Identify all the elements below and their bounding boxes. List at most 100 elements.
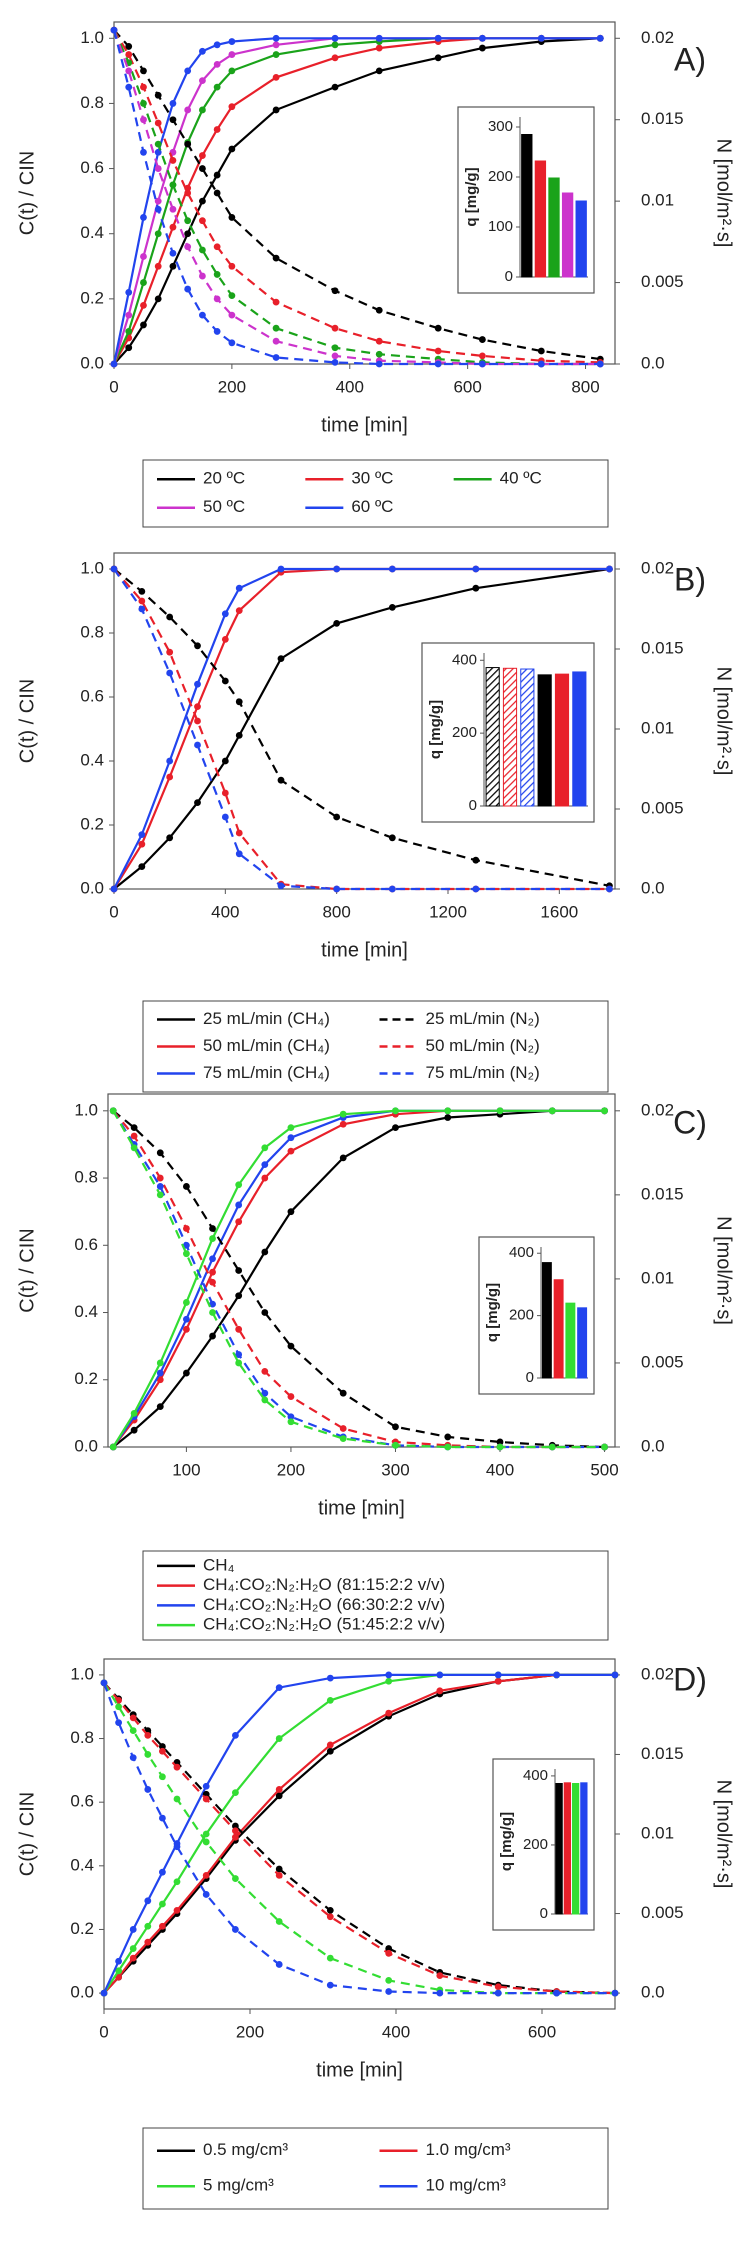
- y-tick-label: 0.8: [80, 622, 104, 641]
- data-point: [140, 116, 147, 124]
- data-point: [213, 126, 221, 133]
- data-point: [109, 1443, 117, 1451]
- data-point: [436, 1671, 444, 1679]
- data-point: [537, 347, 545, 355]
- bar: [520, 668, 535, 807]
- data-point: [261, 1389, 269, 1397]
- data-point: [125, 311, 133, 319]
- data-point: [194, 642, 201, 650]
- data-point: [388, 834, 396, 842]
- y2-axis-label: N [mol/m²·s]: [713, 667, 735, 776]
- data-point: [173, 1795, 181, 1803]
- legend-label: 5 mg/cm³: [203, 2176, 274, 2195]
- data-point: [385, 1976, 393, 1984]
- data-point: [601, 1443, 608, 1451]
- data-point: [326, 1747, 334, 1755]
- legend-label: 50 ºC: [203, 497, 245, 516]
- data-point: [232, 1875, 239, 1882]
- x-tick-label: 0: [109, 902, 118, 921]
- data-point: [601, 1107, 608, 1115]
- data-point: [277, 776, 285, 784]
- legend-label: 75 mL/min (CH₄): [203, 1063, 330, 1082]
- inset-y-tick-label: 200: [452, 724, 477, 741]
- data-point: [144, 1922, 152, 1930]
- data-point: [209, 1225, 216, 1232]
- data-point: [194, 680, 201, 688]
- inset-y-tick-label: 200: [488, 168, 513, 185]
- data-point: [156, 1369, 164, 1377]
- y2-tick-label: 0.015: [641, 638, 684, 657]
- bar: [555, 1783, 563, 1915]
- data-point: [140, 214, 147, 221]
- inset-chart: 0 200 400 q [mg/g]: [492, 1758, 595, 1931]
- data-point: [478, 34, 486, 42]
- data-point: [339, 1120, 347, 1128]
- legend-label: 0.5 mg/cm³: [203, 2140, 288, 2159]
- data-point: [232, 1833, 239, 1841]
- data-point: [140, 67, 147, 75]
- x-tick-label: 400: [211, 902, 239, 921]
- data-point: [169, 262, 177, 270]
- data-point: [228, 214, 236, 221]
- data-point: [138, 605, 146, 613]
- data-point: [385, 1988, 393, 1995]
- data-point: [213, 60, 221, 68]
- series-line: [113, 568, 610, 891]
- data-point: [553, 1671, 560, 1679]
- data-point: [333, 565, 341, 573]
- data-point: [235, 584, 243, 592]
- data-point: [434, 54, 442, 62]
- data-point: [326, 1981, 334, 1989]
- data-point: [138, 588, 146, 595]
- data-point: [154, 148, 162, 156]
- data-point: [272, 41, 280, 49]
- x-axis-label: time [min]: [321, 414, 408, 436]
- data-point: [478, 44, 486, 52]
- y2-tick-label: 0.015: [641, 1744, 684, 1763]
- data-point: [436, 1687, 444, 1695]
- data-point: [331, 41, 339, 49]
- bar: [521, 134, 533, 278]
- data-point: [287, 1413, 295, 1421]
- data-point: [496, 1443, 504, 1451]
- series-line: [102, 1682, 615, 1995]
- panel-label: B): [674, 561, 706, 597]
- y2-tick-label: 0.02: [641, 558, 674, 577]
- y-tick-label: 1.0: [80, 558, 104, 577]
- data-point: [478, 336, 486, 343]
- data-point: [261, 1248, 269, 1256]
- legend-label: CH₄:CO₂:N₂:H₂O (66:30:2:2 v/v): [203, 1595, 445, 1614]
- x-tick-label: 500: [590, 1460, 618, 1479]
- data-point: [144, 1751, 152, 1758]
- y-tick-label: 0.2: [80, 814, 104, 833]
- y2-tick-label: 0.02: [641, 1664, 674, 1683]
- data-point: [326, 1696, 334, 1704]
- data-point: [154, 230, 162, 238]
- data-point: [434, 324, 442, 332]
- data-point: [166, 834, 174, 842]
- y2-tick-label: 0.01: [641, 718, 674, 737]
- y-tick-label: 0.8: [80, 93, 104, 112]
- data-point: [209, 1255, 216, 1263]
- data-point: [202, 1795, 210, 1803]
- legend-label: 50 mL/min (N₂): [426, 1036, 540, 1055]
- data-point: [213, 271, 221, 278]
- data-point: [154, 205, 162, 213]
- data-point: [166, 669, 174, 677]
- data-point: [611, 1989, 619, 1997]
- data-point: [183, 1225, 190, 1232]
- panel-label: A): [674, 41, 706, 77]
- data-point: [173, 1906, 181, 1914]
- data-point: [326, 1741, 334, 1749]
- legend-label: 10 mg/cm³: [426, 2176, 507, 2195]
- data-point: [326, 1954, 334, 1962]
- bar: [563, 1782, 572, 1915]
- data-point: [221, 610, 229, 618]
- data-point: [209, 1332, 216, 1340]
- data-point: [125, 43, 133, 50]
- y2-tick-label: 0.005: [641, 1903, 684, 1922]
- data-point: [548, 1443, 556, 1451]
- data-point: [272, 106, 280, 114]
- y-tick-label: 1.0: [80, 28, 104, 47]
- data-point: [494, 1989, 502, 1997]
